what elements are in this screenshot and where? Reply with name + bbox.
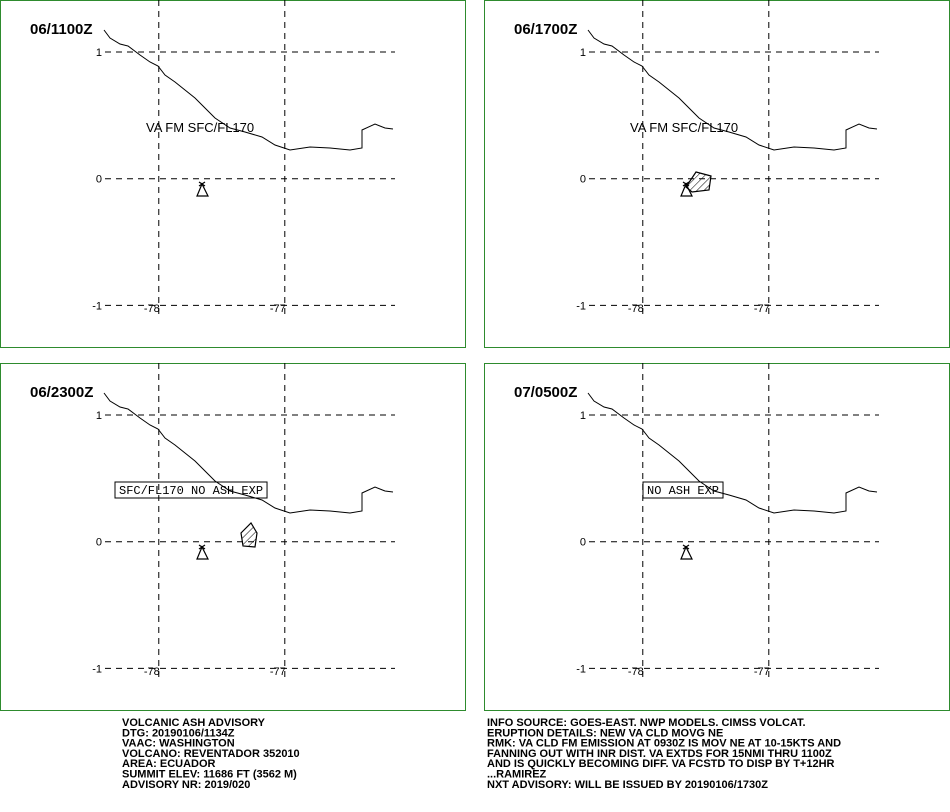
volcano-symbol [196,181,209,197]
lat-tick-label: 0 [96,537,102,549]
ash-cloud [685,171,712,193]
lat-tick-label: -1 [92,663,102,675]
lon-tick-label: -77 [270,666,286,678]
advisory-line: ADVISORY NR: 2019/020 [122,779,250,791]
advisory-line: SUMMIT ELEV: 11686 FT (3562 M) [122,769,297,781]
map-panel: 1 0 -1 -78 -77 06/2300Z SFC/FL170 NO ASH EXP [0,363,466,711]
advisory-line: ERUPTION DETAILS: NEW VA CLD MOVG NE [487,727,723,739]
coastline [103,29,394,151]
label-box [642,481,724,499]
advisory-line: DTG: 20190106/1134Z [122,727,235,739]
lat-tick-label: -1 [576,663,586,675]
lon-tick-label: -78 [144,303,160,315]
advisory-line: NXT ADVISORY: WILL BE ISSUED BY 20190106… [487,779,768,791]
volcano-symbol [196,544,209,560]
lat-tick-label: -1 [576,300,586,312]
advisory-line: VOLCANO: REVENTADOR 352010 [122,748,300,760]
advisory-line: VOLCANIC ASH ADVISORY [122,717,266,729]
valid-time: 06/1100Z [30,21,93,38]
volcano-symbol [680,544,693,560]
advisory-line: VAAC: WASHINGTON [122,738,235,750]
advisory-line: ...RAMIREZ [487,769,547,781]
ash-cloud [240,522,258,548]
lon-tick-label: -78 [144,666,160,678]
forecast-label: VA FM SFC/FL170 [146,120,254,135]
label-box [114,481,268,499]
panel-frame [0,363,466,711]
lat-tick-label: 1 [96,47,102,59]
coastline [103,392,394,514]
advisory-line: FANNING OUT WITH INR DIST. VA EXTDS FOR … [487,748,832,760]
lat-tick-label: 1 [580,47,586,59]
coastline [587,392,878,514]
panel-frame [0,0,466,348]
lon-tick-label: -77 [270,303,286,315]
lat-tick-label: 1 [580,410,586,422]
advisory-line: INFO SOURCE: GOES-EAST. NWP MODELS. CIMS… [487,717,806,729]
forecast-label: SFC/FL170 NO ASH EXP [119,484,263,498]
map-panel: 1 0 -1 -78 -77 07/0500Z NO ASH EXP [484,363,950,711]
lon-tick-label: -78 [628,303,644,315]
lat-tick-label: 1 [96,410,102,422]
lon-tick-label: -77 [754,303,770,315]
coastline [587,29,878,151]
lon-tick-label: -77 [754,666,770,678]
map-panel: 1 0 -1 -78 -77 06/1100Z VA FM SFC/FL170 [0,0,466,348]
valid-time: 06/2300Z [30,384,93,401]
lat-tick-label: 0 [96,174,102,186]
advisory-line: AREA: ECUADOR [122,758,216,770]
lat-tick-label: 0 [580,537,586,549]
lat-tick-label: 0 [580,174,586,186]
advisory-line: AND IS QUICKLY BECOMING DIFF. VA FCSTD T… [487,758,835,770]
lon-tick-label: -78 [628,666,644,678]
forecast-label: NO ASH EXP [647,484,719,498]
lat-tick-label: -1 [92,300,102,312]
valid-time: 07/0500Z [514,384,577,401]
valid-time: 06/1700Z [514,21,577,38]
map-panel: 1 0 -1 -78 -77 06/1700Z VA FM SFC/FL170 [484,0,950,348]
forecast-label: VA FM SFC/FL170 [630,120,738,135]
advisory-line: RMK: VA CLD FM EMISSION AT 0930Z IS MOV … [487,738,841,750]
